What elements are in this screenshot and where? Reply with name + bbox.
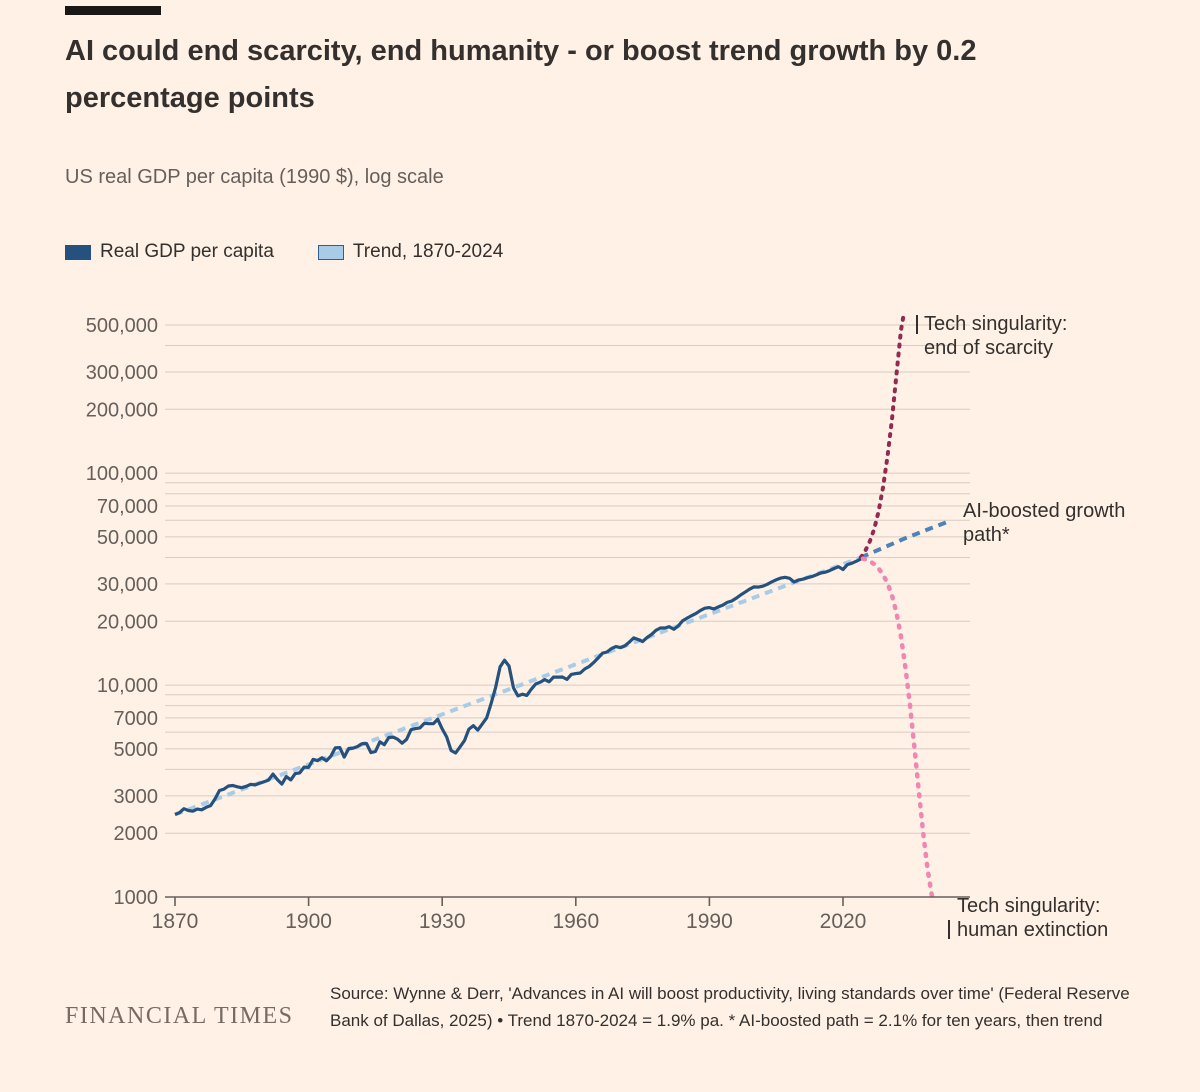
y-tick-label: 70,000 xyxy=(97,496,158,518)
x-tick-label: 1990 xyxy=(686,910,733,933)
y-tick-label: 20,000 xyxy=(97,611,158,633)
series-ai_boosted xyxy=(860,519,951,560)
x-tick-label: 1870 xyxy=(152,910,199,933)
y-tick-label: 5000 xyxy=(114,739,159,761)
series-gdp xyxy=(174,557,862,816)
y-tick-label: 100,000 xyxy=(86,463,158,485)
legend-swatch-trend xyxy=(317,244,344,260)
y-tick-label: 500,000 xyxy=(86,315,158,337)
chart-title: AI could end scarcity, end humanity - or… xyxy=(65,35,977,114)
y-tick-label: 30,000 xyxy=(97,574,158,596)
legend-label-gdp: Real GDP per capita xyxy=(100,241,274,262)
y-tick-label: 50,000 xyxy=(97,527,158,549)
ft-top-rule xyxy=(65,6,161,15)
annotation-singularity-up: Tech singularity: end of scarcity xyxy=(916,312,1068,361)
y-tick-label: 3000 xyxy=(114,786,159,808)
y-tick-label: 200,000 xyxy=(86,399,158,421)
y-tick-label: 10,000 xyxy=(97,675,158,697)
annotation-singularity-down: Tech singularity: human extinction xyxy=(948,894,1109,943)
annotation-ai-boosted: AI-boosted growth path* xyxy=(963,499,1125,548)
annotation-line: path* xyxy=(963,524,1010,547)
y-tick-label: 1000 xyxy=(114,887,159,909)
annotation-line: AI-boosted growth xyxy=(963,500,1126,522)
legend-swatch-gdp xyxy=(65,244,91,260)
legend-item-gdp: Real GDP per capita xyxy=(65,241,274,263)
series-singularity_up xyxy=(858,315,906,560)
y-tick-label: 300,000 xyxy=(86,362,158,384)
annotation-tick xyxy=(948,920,950,939)
source-note: Source: Wynne & Derr, 'Advances in AI wi… xyxy=(330,984,1130,1030)
annotation-line: human extinction xyxy=(957,919,1109,942)
chart-svg: 500,000 300,000 200,000 100,000 70,000 50,000… xyxy=(86,315,970,933)
series-trend xyxy=(174,555,862,817)
annotation-tick xyxy=(916,315,918,334)
y-tick-label: 7000 xyxy=(114,708,159,730)
x-tick-label: 1900 xyxy=(285,910,332,933)
y-tick-label: 2000 xyxy=(114,823,159,845)
x-tick-label: 1930 xyxy=(419,910,466,933)
annotation-line: Tech singularity: xyxy=(957,895,1101,917)
ft-logo: FINANCIAL TIMES xyxy=(65,1003,294,1029)
chart-subtitle: US real GDP per capita (1990 $), log sca… xyxy=(65,166,444,188)
legend-label-trend: Trend, 1870-2024 xyxy=(352,241,504,262)
legend-item-trend: Trend, 1870-2024 xyxy=(317,241,504,263)
annotation-line: Tech singularity: xyxy=(924,313,1068,335)
x-tick-label: 1960 xyxy=(552,910,599,933)
x-tick-label: 2020 xyxy=(820,910,867,933)
chart-legend: Real GDP per capita Trend, 1870-2024 xyxy=(65,241,503,263)
series-singularity_down xyxy=(860,556,935,900)
annotation-line: end of scarcity xyxy=(924,337,1053,360)
